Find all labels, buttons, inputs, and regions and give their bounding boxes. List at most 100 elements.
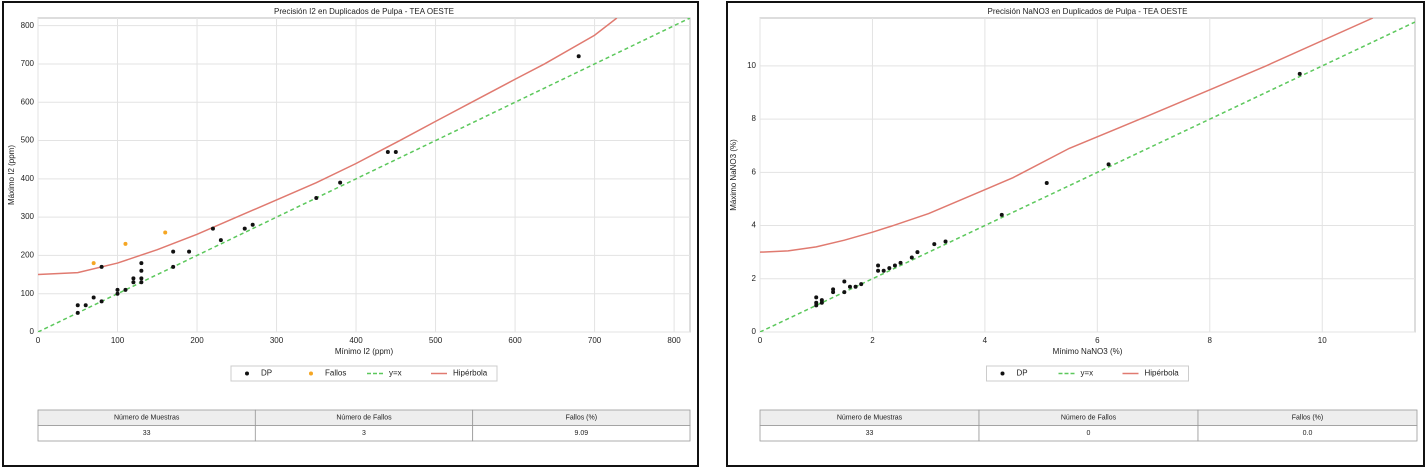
data-point [842,279,847,284]
table-cell [472,425,691,442]
data-point [932,242,937,247]
series-line [38,18,690,332]
data-point [242,226,247,231]
data-point [892,263,897,268]
data-point [393,150,398,155]
x-tick-label: 2 [870,336,875,345]
data-point [139,276,144,281]
data-point [859,282,864,287]
table-value: 9.09 [575,430,589,437]
table-value: 33 [143,430,151,437]
data-point [75,303,80,308]
data-point [842,290,847,295]
data-point [1044,180,1049,185]
legend-label: Hipérbola [453,369,488,378]
data-point [1106,162,1111,167]
x-axis-label: Mínimo I2 (ppm) [335,347,394,356]
data-point [210,226,215,231]
y-axis-label: Máximo I2 (ppm) [7,145,16,205]
data-point [139,280,144,285]
data-point [91,295,96,300]
table-value: 0 [1087,430,1091,437]
table-header: Número de Muestras [114,415,180,422]
data-point [898,260,903,265]
chart-title: Precisión NaNO3 en Duplicados de Pulpa -… [988,7,1188,16]
x-tick-label: 0 [758,336,763,345]
x-tick-label: 600 [508,336,522,345]
data-point [314,195,319,200]
data-point [218,238,223,243]
series-line [760,18,1374,253]
legend-swatch [245,371,249,376]
data-point [385,150,390,155]
legend-label: y=x [1081,369,1094,378]
x-tick-label: 6 [1095,336,1100,345]
table-header: Número de Fallos [336,415,392,422]
y-tick-label: 500 [21,136,35,145]
y-tick-label: 4 [752,221,757,230]
legend-label: Fallos [325,369,346,378]
data-point [576,54,581,59]
data-point [83,303,88,308]
legend-swatch [1000,371,1005,376]
data-point [876,263,881,268]
x-tick-label: 200 [190,336,204,345]
data-point [115,287,120,292]
data-point [139,268,144,273]
data-point [999,212,1004,217]
x-tick-label: 100 [111,336,125,345]
table-header: Fallos (%) [1292,415,1324,422]
data-point [909,255,914,260]
table-value: 0.0 [1303,430,1313,437]
data-point [163,230,168,235]
data-point [876,268,881,273]
y-tick-label: 300 [21,212,35,221]
y-tick-label: 600 [21,97,35,106]
x-tick-label: 300 [270,336,284,345]
data-point [131,280,136,285]
x-tick-label: 4 [983,336,988,345]
legend-label: Hipérbola [1145,369,1180,378]
legend-label: DP [261,369,272,378]
data-point [847,284,852,289]
legend-box [230,365,498,382]
data-point [887,266,892,271]
data-point [91,261,96,266]
table-header: Número de Fallos [1061,415,1117,422]
data-point [187,249,192,254]
x-tick-label: 800 [667,336,681,345]
x-tick-label: 400 [349,336,363,345]
data-point [881,268,886,273]
data-point [1297,71,1302,76]
x-tick-label: 700 [588,336,602,345]
table-cell [1197,425,1418,442]
legend-label: y=x [389,369,402,378]
y-tick-label: 10 [747,61,756,70]
series-line [760,21,1415,332]
y-tick-label: 800 [21,21,35,30]
y-tick-label: 0 [30,327,35,336]
data-point [943,239,948,244]
data-point [250,222,255,227]
table-value: 3 [362,430,366,437]
data-point [99,264,104,269]
y-tick-label: 200 [21,251,35,260]
series-line [38,18,618,276]
x-tick-label: 10 [1318,336,1327,345]
data-point [123,287,128,292]
y-tick-label: 6 [752,167,757,176]
legend-box [986,365,1189,382]
y-tick-label: 700 [21,59,35,68]
x-tick-label: 8 [1208,336,1213,345]
legend-label: DP [1017,369,1028,378]
data-point [831,287,836,292]
data-point [814,300,819,305]
x-tick-label: 500 [429,336,443,345]
chart-title: Precisión I2 en Duplicados de Pulpa - TE… [274,7,454,16]
data-point [915,250,920,255]
x-tick-label: 0 [36,336,41,345]
y-tick-label: 0 [752,327,757,336]
data-point [139,261,144,266]
data-point [99,299,104,304]
